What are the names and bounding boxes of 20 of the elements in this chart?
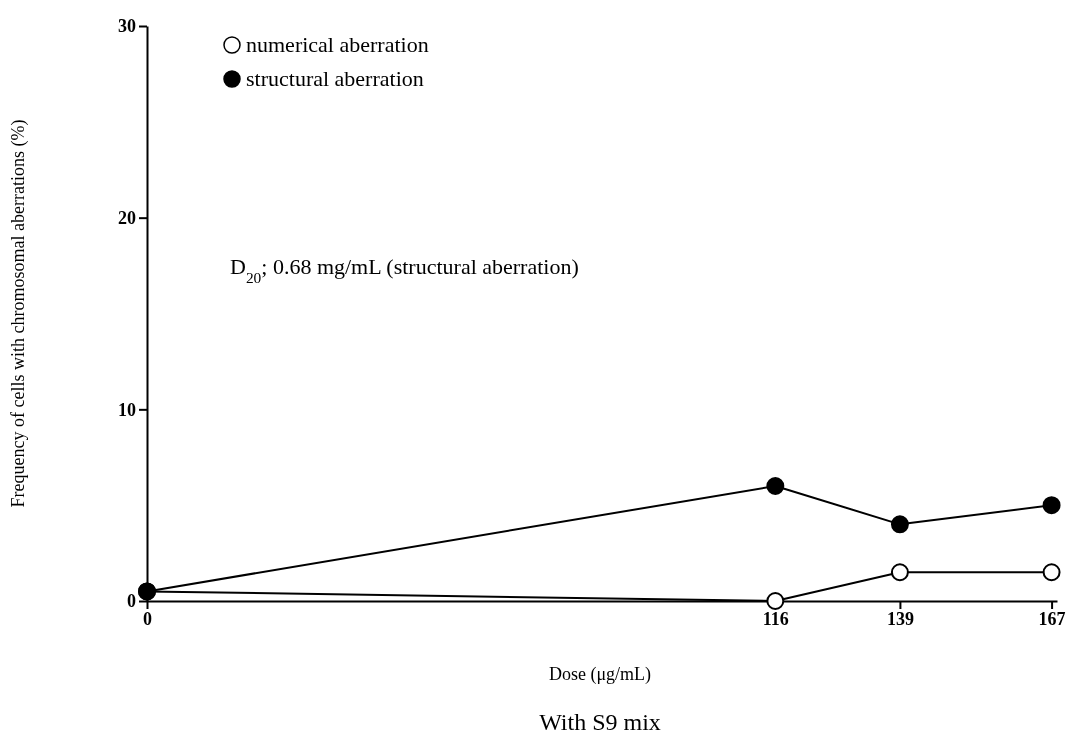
point bbox=[890, 515, 909, 534]
annotation: D$_{20}$; 0.68 mg/mL (structural aberration) bbox=[230, 254, 579, 286]
point bbox=[766, 592, 785, 610]
point bbox=[1042, 496, 1061, 515]
y-axis-title: Frequency of cells with chromosomal aberrations (%) bbox=[8, 119, 29, 508]
point bbox=[766, 477, 785, 495]
y-tick-label: 30 bbox=[118, 16, 136, 37]
y-tick-label: 20 bbox=[118, 207, 136, 228]
x-tick-label: 139 bbox=[886, 608, 914, 629]
y-tick-label: 10 bbox=[118, 399, 136, 420]
point bbox=[890, 563, 909, 582]
legend-label: structural aberration bbox=[246, 66, 424, 91]
y-tick-label: 0 bbox=[127, 591, 136, 612]
x-tick-label: 116 bbox=[762, 608, 789, 629]
text: With S9 mix bbox=[539, 709, 661, 735]
x-axis-title: Dose (μg/mL) bbox=[548, 664, 652, 685]
legend-label: numerical aberration bbox=[246, 32, 429, 57]
x-tick-label: 0 bbox=[143, 608, 152, 629]
point bbox=[1042, 563, 1061, 582]
x-tick-label: 167 bbox=[1038, 608, 1066, 629]
